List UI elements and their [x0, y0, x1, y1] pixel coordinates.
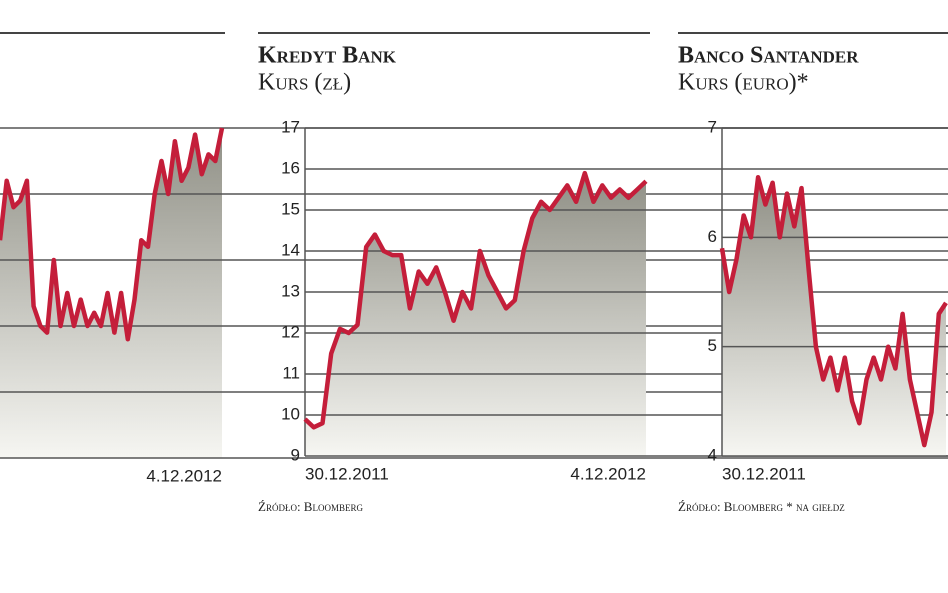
area: [722, 177, 946, 456]
y-tick-label: 16: [281, 158, 300, 177]
y-tick-label: 6: [708, 227, 717, 246]
y-tick-label: 7: [708, 117, 717, 136]
chart-title: Kredyt Bank: [258, 43, 397, 69]
source-note: Źródło: Bloomberg * na giełdz: [678, 499, 845, 514]
y-tick-label: 17: [281, 117, 300, 136]
y-tick-label: 12: [281, 322, 300, 341]
y-tick-label: 15: [281, 199, 300, 218]
chart-title: Banco Santander: [678, 43, 859, 69]
price-line: [719, 174, 948, 448]
area: [305, 173, 646, 456]
chart-subtitle: Kurs (zł): [258, 70, 351, 96]
x-tick-label: 30.12.2011: [305, 464, 389, 483]
y-tick-label: 14: [281, 240, 300, 259]
y-tick-label: 5: [708, 336, 717, 355]
y-tick-label: 9: [291, 445, 300, 464]
y-tick-label: 11: [282, 363, 300, 382]
chart-subtitle: Kurs (euro)*: [678, 70, 809, 96]
source-note: Źródło: Bloomberg: [258, 499, 363, 514]
x-tick-label: 4.12.2012: [570, 464, 646, 483]
area: [0, 128, 222, 458]
y-tick-label: 4: [708, 445, 717, 464]
price-line: [303, 170, 648, 430]
y-tick-label: 10: [281, 404, 300, 423]
y-tick-label: 13: [281, 281, 300, 300]
x-tick-label: 30.12.2011: [722, 464, 806, 483]
price-line: [0, 127, 225, 342]
x-tick-label: 4.12.2012: [146, 466, 222, 485]
